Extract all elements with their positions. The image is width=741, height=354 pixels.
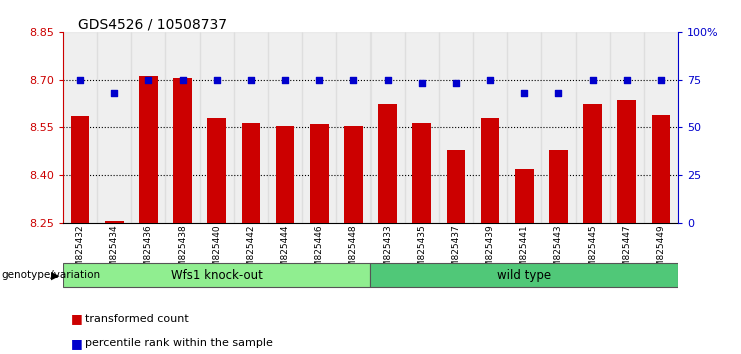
- Bar: [104, 221, 124, 223]
- Bar: [610, 32, 644, 223]
- Text: ■: ■: [70, 312, 82, 325]
- Point: [416, 81, 428, 86]
- Point: [348, 77, 359, 82]
- Point: [279, 77, 291, 82]
- Point: [484, 77, 496, 82]
- Point: [621, 77, 633, 82]
- Bar: [242, 122, 260, 223]
- Point: [553, 90, 565, 96]
- Bar: [617, 100, 637, 223]
- Point: [245, 77, 257, 82]
- Bar: [70, 116, 90, 223]
- Bar: [378, 103, 397, 223]
- Text: Wfs1 knock-out: Wfs1 knock-out: [171, 269, 262, 282]
- Text: genotype/variation: genotype/variation: [1, 270, 101, 280]
- Point: [108, 90, 120, 96]
- Bar: [515, 169, 534, 223]
- Bar: [473, 32, 507, 223]
- Point: [450, 81, 462, 86]
- Bar: [542, 32, 576, 223]
- Point: [382, 77, 393, 82]
- Bar: [97, 32, 131, 223]
- Bar: [651, 115, 671, 223]
- Text: percentile rank within the sample: percentile rank within the sample: [85, 338, 273, 348]
- Bar: [131, 32, 165, 223]
- Text: GDS4526 / 10508737: GDS4526 / 10508737: [78, 18, 227, 32]
- Bar: [276, 126, 294, 223]
- Bar: [336, 32, 370, 223]
- Bar: [139, 76, 158, 223]
- Bar: [370, 32, 405, 223]
- Bar: [310, 124, 329, 223]
- Point: [142, 77, 154, 82]
- Bar: [405, 32, 439, 223]
- Bar: [439, 32, 473, 223]
- Bar: [644, 32, 678, 223]
- FancyBboxPatch shape: [63, 263, 370, 287]
- Point: [655, 77, 667, 82]
- Bar: [63, 32, 97, 223]
- Point: [587, 77, 599, 82]
- Bar: [481, 118, 499, 223]
- Bar: [549, 150, 568, 223]
- Bar: [412, 122, 431, 223]
- Bar: [576, 32, 610, 223]
- Text: ■: ■: [70, 337, 82, 350]
- Point: [176, 77, 188, 82]
- Point: [74, 77, 86, 82]
- Text: ▶: ▶: [51, 270, 59, 280]
- Bar: [207, 118, 226, 223]
- Bar: [268, 32, 302, 223]
- Bar: [165, 32, 199, 223]
- Bar: [173, 78, 192, 223]
- Bar: [302, 32, 336, 223]
- Bar: [507, 32, 542, 223]
- Bar: [344, 126, 363, 223]
- Bar: [234, 32, 268, 223]
- FancyBboxPatch shape: [370, 263, 678, 287]
- Bar: [583, 103, 602, 223]
- Text: transformed count: transformed count: [85, 314, 189, 324]
- Bar: [447, 150, 465, 223]
- Bar: [199, 32, 234, 223]
- Text: wild type: wild type: [497, 269, 551, 282]
- Point: [210, 77, 222, 82]
- Point: [518, 90, 530, 96]
- Point: [313, 77, 325, 82]
